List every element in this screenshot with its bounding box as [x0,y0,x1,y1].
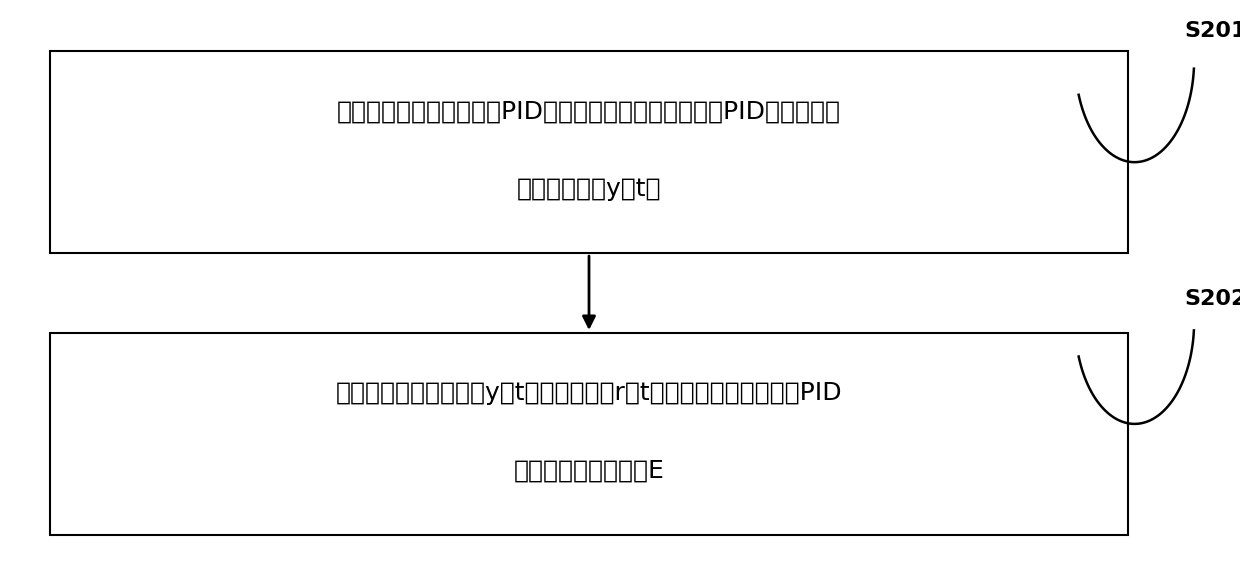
Text: S202: S202 [1184,288,1240,309]
Bar [50,51,1128,253]
Bar [50,333,1128,535]
Text: 运行用于控制风扇转速的PID调控算法，对被控对象进行PID控制，输出: 运行用于控制风扇转速的PID调控算法，对被控对象进行PID控制，输出 [337,99,841,123]
Text: 得到输出信号y（t）: 得到输出信号y（t） [517,177,661,201]
Text: 控制算法的系统偏差E: 控制算法的系统偏差E [513,459,665,483]
Text: S201: S201 [1184,21,1240,42]
Text: 将计算得到的输出信号y（t）与输入信号r（t）做差运算，计算得到PID: 将计算得到的输出信号y（t）与输入信号r（t）做差运算，计算得到PID [336,381,842,405]
